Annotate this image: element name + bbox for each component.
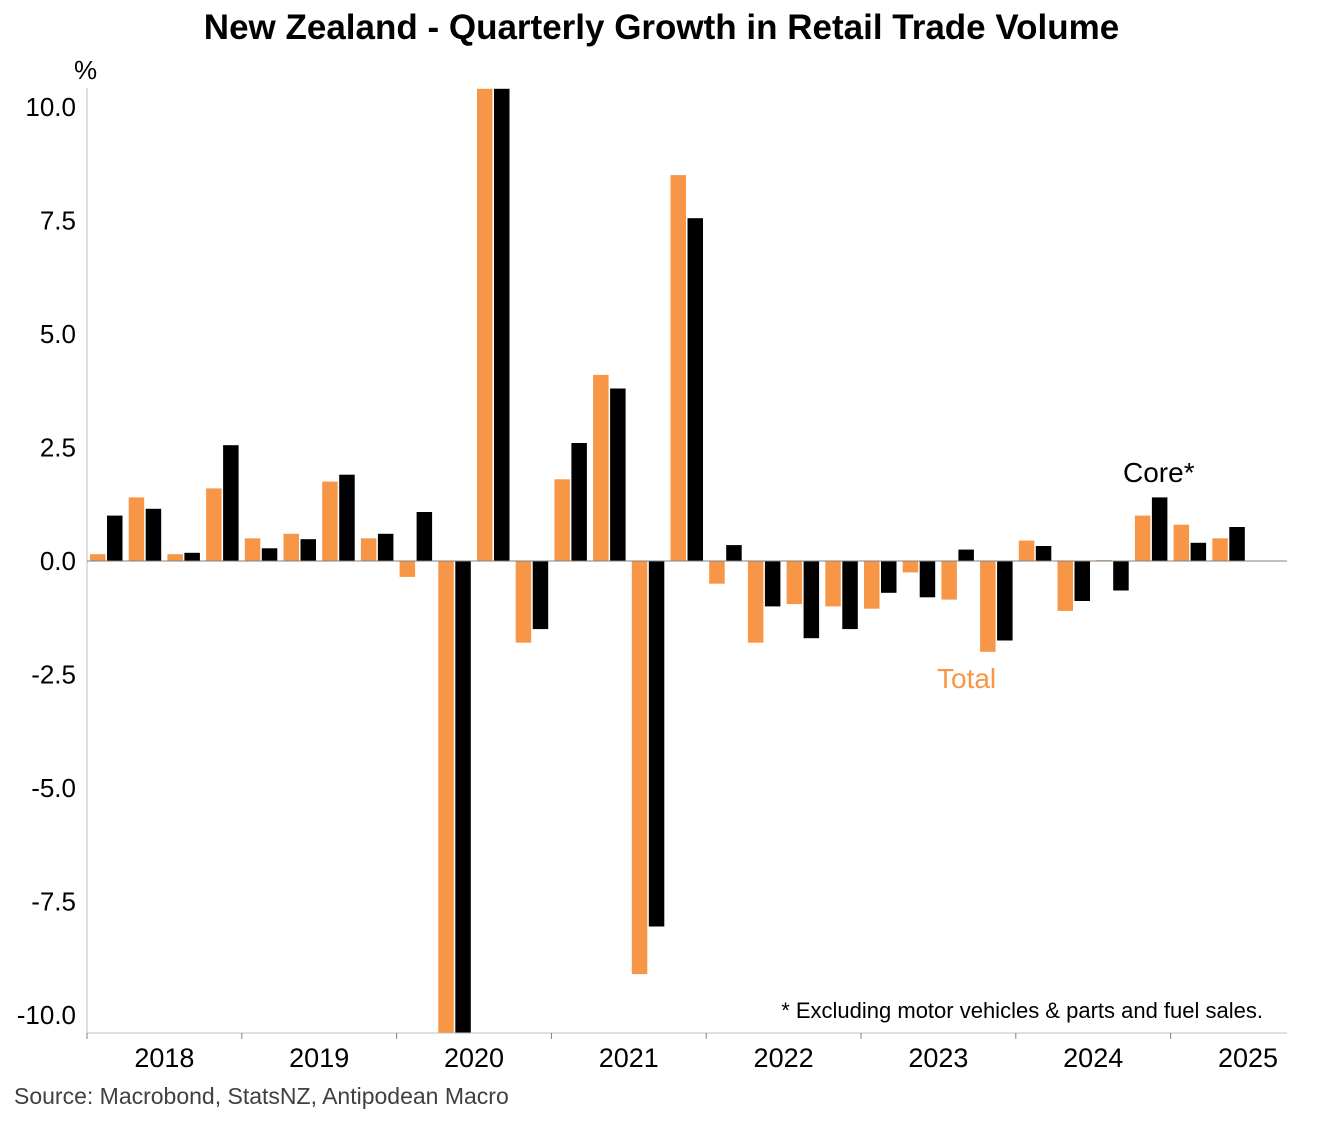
core-bar	[1151, 497, 1168, 561]
core-bar	[571, 443, 587, 561]
y-tick-label: 10.0	[25, 92, 76, 122]
y-tick-label: -10.0	[17, 1000, 76, 1030]
core-bar	[958, 549, 974, 561]
total-bar	[902, 561, 919, 573]
total-bar	[167, 554, 183, 561]
core-bar	[532, 561, 549, 630]
source-note: Source: Macrobond, StatsNZ, Antipodean M…	[14, 1083, 509, 1109]
y-tick-label: -2.5	[31, 660, 76, 690]
core-bar	[339, 474, 355, 561]
total-bar	[128, 497, 145, 561]
total-bar	[90, 554, 106, 561]
y-tick-label: -7.5	[31, 887, 76, 917]
x-tick-label: 2023	[908, 1043, 968, 1073]
core-bar	[416, 512, 433, 561]
total-bar	[360, 538, 377, 561]
y-tick-label: 7.5	[40, 206, 76, 236]
total-bar	[670, 175, 686, 561]
core-bar	[726, 545, 742, 561]
x-tick-label: 2025	[1218, 1043, 1278, 1073]
total-bar	[399, 561, 416, 577]
core-bar	[107, 515, 123, 561]
core-bar	[648, 561, 665, 927]
core-bar	[997, 561, 1013, 641]
core-bar	[261, 548, 278, 561]
core-bar	[1074, 561, 1090, 601]
total-bar	[1134, 515, 1151, 561]
x-axis: 2018 2019 2020 2021 2022 2023 2024 2025	[86, 1033, 1278, 1073]
y-tick-label: 2.5	[40, 433, 76, 463]
total-bar	[593, 374, 609, 561]
core-bar	[610, 388, 626, 561]
total-bar	[554, 479, 570, 561]
core-bar	[455, 561, 471, 1033]
total-bar	[864, 561, 880, 609]
x-tick-label: 2020	[444, 1043, 504, 1073]
core-bar	[803, 561, 820, 639]
total-bar	[515, 561, 532, 643]
core-bar	[377, 533, 394, 561]
total-bar	[941, 561, 957, 600]
core-bar	[300, 539, 316, 561]
core-bar	[1229, 527, 1245, 561]
core-bar	[881, 561, 897, 593]
total-bar	[244, 538, 261, 561]
x-tick-label: 2019	[289, 1043, 349, 1073]
total-bar	[438, 561, 454, 1033]
core-bar	[687, 218, 703, 561]
footnote: * Excluding motor vehicles & parts and f…	[781, 998, 1263, 1023]
total-bar	[1173, 524, 1190, 561]
total-bar	[825, 561, 841, 607]
axes	[86, 88, 1287, 1034]
core-bar	[1113, 561, 1129, 591]
total-bar	[709, 561, 725, 584]
total-bar	[322, 481, 338, 561]
total-bar	[631, 561, 648, 975]
core-bar	[223, 445, 239, 561]
core-bar	[764, 561, 781, 607]
total-bar	[206, 488, 222, 561]
total-bar	[1212, 538, 1228, 561]
y-tick-label: -5.0	[31, 773, 76, 803]
y-tick-label: 0.0	[40, 546, 76, 576]
total-series-label: Total	[937, 663, 996, 694]
total-bar	[477, 88, 493, 562]
x-tick-label: 2024	[1063, 1043, 1123, 1073]
x-tick-label: 2021	[599, 1043, 659, 1073]
y-axis-unit: %	[74, 55, 97, 85]
total-bar	[1057, 561, 1073, 611]
total-bar	[980, 561, 996, 652]
core-series-label: Core*	[1123, 457, 1195, 488]
core-bar	[145, 508, 162, 561]
total-bar	[747, 561, 764, 643]
y-tick-label: 5.0	[40, 319, 76, 349]
x-tick-label: 2022	[754, 1043, 814, 1073]
core-bar	[494, 88, 510, 562]
total-bar	[283, 533, 299, 561]
core-bar	[184, 552, 200, 561]
x-tick-label: 2018	[134, 1043, 194, 1073]
total-bar	[1018, 540, 1035, 561]
core-bar	[919, 561, 936, 598]
y-axis: 10.0 7.5 5.0 2.5 0.0 -2.5 -5.0 -7.5 -10.0	[17, 92, 76, 1030]
core-bar	[1190, 542, 1207, 561]
chart-title: New Zealand - Quarterly Growth in Retail…	[203, 8, 1120, 47]
core-bar	[1035, 546, 1052, 561]
total-bar	[786, 561, 803, 605]
core-bar	[842, 561, 858, 630]
bars	[90, 88, 1245, 1033]
